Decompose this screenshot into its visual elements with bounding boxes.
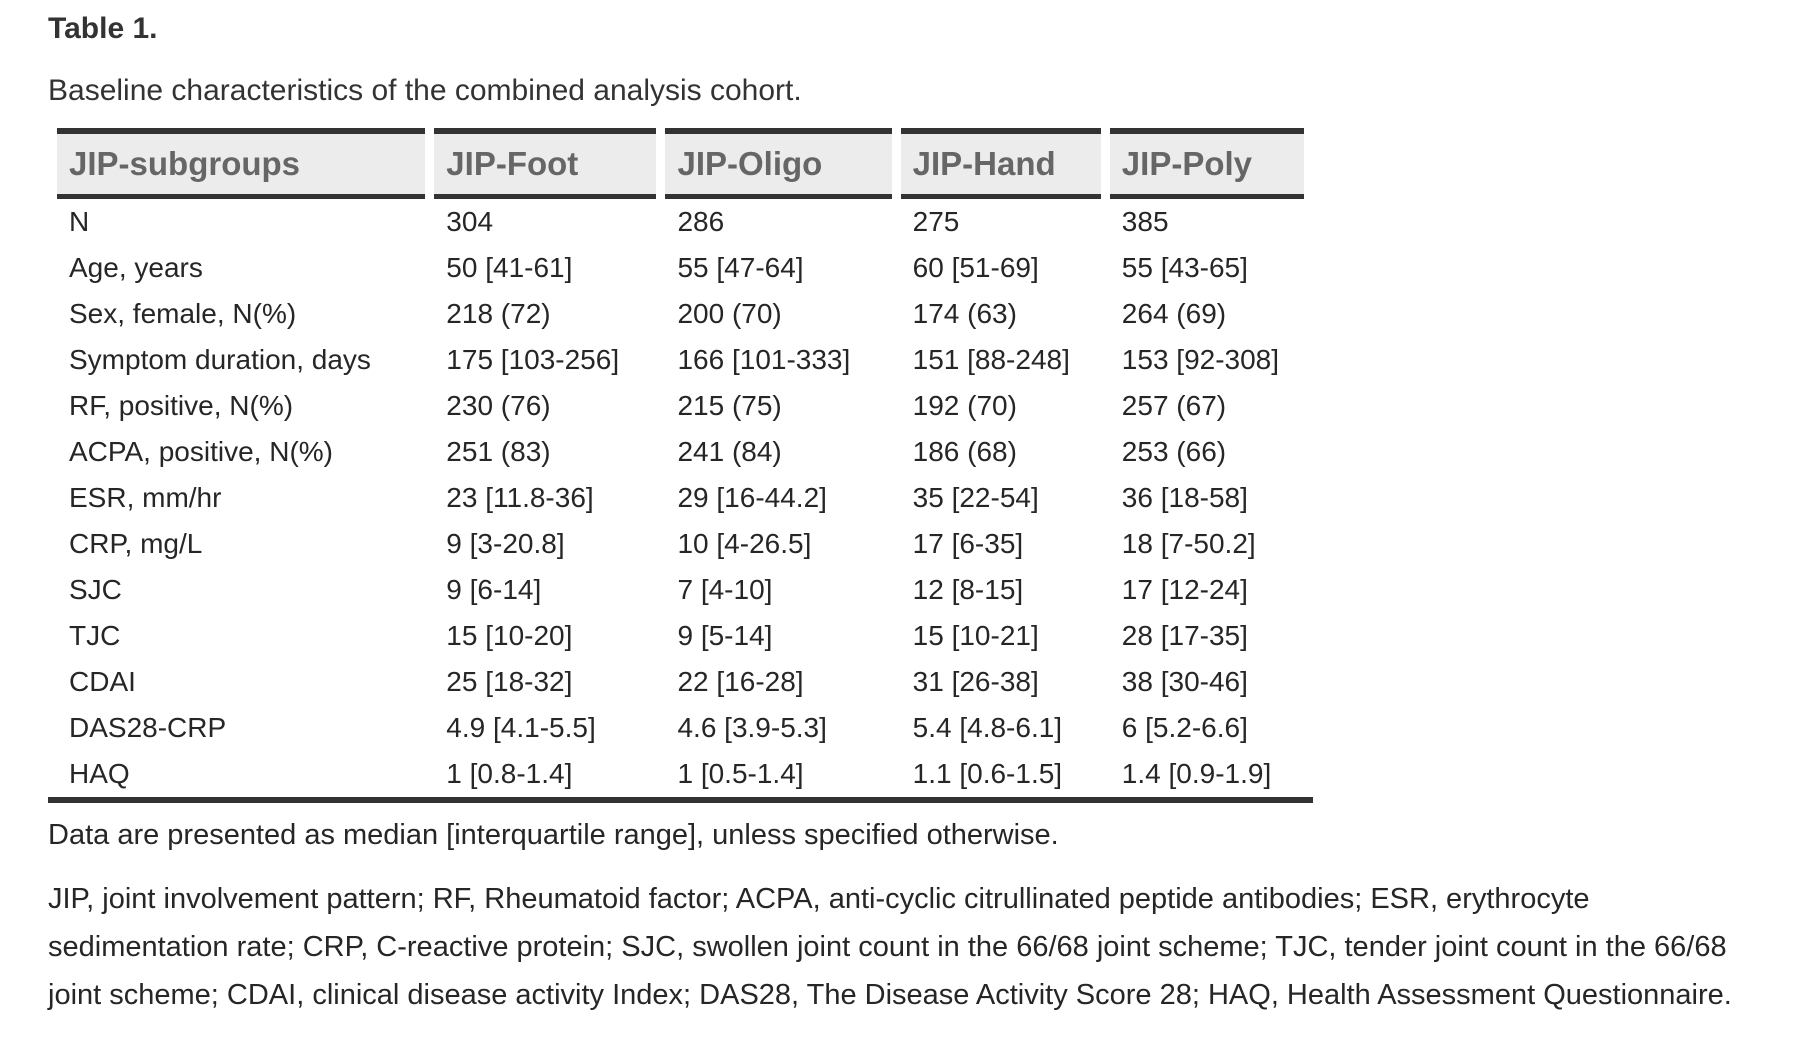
table-cell: 60 [51-69] xyxy=(912,252,1039,283)
table-row: HAQ 1 [0.8-1.4] 1 [0.5-1.4] 1.1 [0.6-1.5] 1.… xyxy=(57,751,1304,797)
row-label: ACPA, positive, N(%) xyxy=(69,436,333,467)
table-cell: 215 (75) xyxy=(677,390,782,421)
row-label: SJC xyxy=(69,574,122,605)
table-body: N 304 286 275 385 Age, years 50 [41-61] 55 [47-… xyxy=(57,199,1304,797)
baseline-characteristics-table: JIP-subgroups JIP-Foot JIP-Oligo JIP-Hand JI… xyxy=(48,128,1313,803)
table-header-row: JIP-subgroups JIP-Foot JIP-Oligo JIP-Hand JI… xyxy=(57,128,1304,199)
table-row: ESR, mm/hr 23 [11.8-36] 29 [16-44.2] 35 [22… xyxy=(57,475,1304,521)
table-cell: 4.6 [3.9-5.3] xyxy=(677,712,827,743)
table-row: RF, positive, N(%) 230 (76) 215 (75) 192 (7… xyxy=(57,383,1304,429)
table-cell: 55 [47-64] xyxy=(677,252,804,283)
table-cell: 17 [6-35] xyxy=(912,528,1024,559)
table-cell: 36 [18-58] xyxy=(1121,482,1248,513)
column-header-jip-foot: JIP-Foot xyxy=(434,128,657,199)
table-cell: 22 [16-28] xyxy=(677,666,804,697)
table-cell: 1.1 [0.6-1.5] xyxy=(912,758,1063,789)
table-cell: 264 (69) xyxy=(1121,298,1227,329)
table-caption: Baseline characteristics of the combined… xyxy=(48,74,802,107)
table-number-title: Table 1. xyxy=(48,12,158,45)
table-row: SJC 9 [6-14] 7 [4-10] 12 [8-15] 17 [12-24] xyxy=(57,567,1304,613)
table-cell: 10 [4-26.5] xyxy=(677,528,812,559)
table-cell: 7 [4-10] xyxy=(677,574,773,605)
table-cell: 253 (66) xyxy=(1121,436,1227,467)
row-label: CDAI xyxy=(69,666,136,697)
table-cell: 200 (70) xyxy=(677,298,782,329)
table-cell: 9 [3-20.8] xyxy=(446,528,565,559)
table-cell: 17 [12-24] xyxy=(1121,574,1248,605)
table-cell: 15 [10-20] xyxy=(446,620,573,651)
footnote-abbreviations: JIP, joint involvement pattern; RF, Rheu… xyxy=(48,883,1732,1011)
table-cell: 4.9 [4.1-5.5] xyxy=(446,712,596,743)
column-header-jip-hand: JIP-Hand xyxy=(900,128,1101,199)
table-cell: 385 xyxy=(1121,206,1169,237)
column-header-jip-poly: JIP-Poly xyxy=(1109,128,1304,199)
table-cell: 23 [11.8-36] xyxy=(446,482,594,513)
table-cell: 1 [0.5-1.4] xyxy=(677,758,804,789)
table-cell: 275 xyxy=(912,206,960,237)
table-cell: 25 [18-32] xyxy=(446,666,573,697)
table-cell: 241 (84) xyxy=(677,436,782,467)
table-cell: 175 [103-256] xyxy=(446,344,620,375)
table-row: ACPA, positive, N(%) 251 (83) 241 (84) 186 … xyxy=(57,429,1304,475)
table-cell: 12 [8-15] xyxy=(912,574,1024,605)
row-label: RF, positive, N(%) xyxy=(69,390,294,421)
table-cell: 174 (63) xyxy=(912,298,1017,329)
table-cell: 151 [88-248] xyxy=(912,344,1070,375)
table-row: N 304 286 275 385 xyxy=(57,199,1304,245)
row-label: Age, years xyxy=(69,252,203,283)
footnote-data-presentation: Data are presented as median [interquart… xyxy=(48,819,1059,851)
row-label: CRP, mg/L xyxy=(69,528,203,559)
table-cell: 6 [5.2-6.6] xyxy=(1121,712,1248,743)
table-cell: 251 (83) xyxy=(446,436,551,467)
table-cell: 1 [0.8-1.4] xyxy=(446,758,573,789)
row-label: TJC xyxy=(69,620,121,651)
table-cell: 9 [6-14] xyxy=(446,574,542,605)
row-label: DAS28-CRP xyxy=(69,712,227,743)
table-section: Table 1. Baseline characteristics of the… xyxy=(48,12,1777,1019)
table-cell: 38 [30-46] xyxy=(1121,666,1248,697)
table-row: Symptom duration, days 175 [103-256] 166 [… xyxy=(57,337,1304,383)
table-cell: 55 [43-65] xyxy=(1121,252,1248,283)
table-row: DAS28-CRP 4.9 [4.1-5.5] 4.6 [3.9-5.3] 5.4 [… xyxy=(57,705,1304,751)
table-cell: 15 [10-21] xyxy=(912,620,1039,651)
row-label: N xyxy=(69,206,90,237)
column-header-jip-subgroups: JIP-subgroups xyxy=(57,128,426,199)
row-label: HAQ xyxy=(69,758,130,789)
table-cell: 257 (67) xyxy=(1121,390,1227,421)
column-header-jip-oligo: JIP-Oligo xyxy=(665,128,892,199)
table-cell: 186 (68) xyxy=(912,436,1017,467)
table-cell: 9 [5-14] xyxy=(677,620,773,651)
table-cell: 286 xyxy=(677,206,725,237)
table-cell: 1.4 [0.9-1.9] xyxy=(1121,758,1272,789)
table-cell: 166 [101-333] xyxy=(677,344,851,375)
table-cell: 50 [41-61] xyxy=(446,252,573,283)
table-cell: 5.4 [4.8-6.1] xyxy=(912,712,1063,743)
table-row: TJC 15 [10-20] 9 [5-14] 15 [10-21] 28 [17-35… xyxy=(57,613,1304,659)
table-cell: 35 [22-54] xyxy=(912,482,1039,513)
table-row: Sex, female, N(%) 218 (72) 200 (70) 174 (63… xyxy=(57,291,1304,337)
table-cell: 218 (72) xyxy=(446,298,551,329)
table-cell: 29 [16-44.2] xyxy=(677,482,827,513)
row-label: Sex, female, N(%) xyxy=(69,298,297,329)
table-row: Age, years 50 [41-61] 55 [47-64] 60 [51-69]… xyxy=(57,245,1304,291)
table-row: CDAI 25 [18-32] 22 [16-28] 31 [26-38] 38 [30… xyxy=(57,659,1304,705)
table-cell: 192 (70) xyxy=(912,390,1017,421)
row-label: Symptom duration, days xyxy=(69,344,371,375)
table-cell: 28 [17-35] xyxy=(1121,620,1248,651)
table-cell: 31 [26-38] xyxy=(912,666,1039,697)
row-label: ESR, mm/hr xyxy=(69,482,222,513)
table-cell: 18 [7-50.2] xyxy=(1121,528,1256,559)
table-row: CRP, mg/L 9 [3-20.8] 10 [4-26.5] 17 [6-35] 1… xyxy=(57,521,1304,567)
table-cell: 230 (76) xyxy=(446,390,551,421)
table-cell: 153 [92-308] xyxy=(1121,344,1280,375)
table-cell: 304 xyxy=(446,206,494,237)
